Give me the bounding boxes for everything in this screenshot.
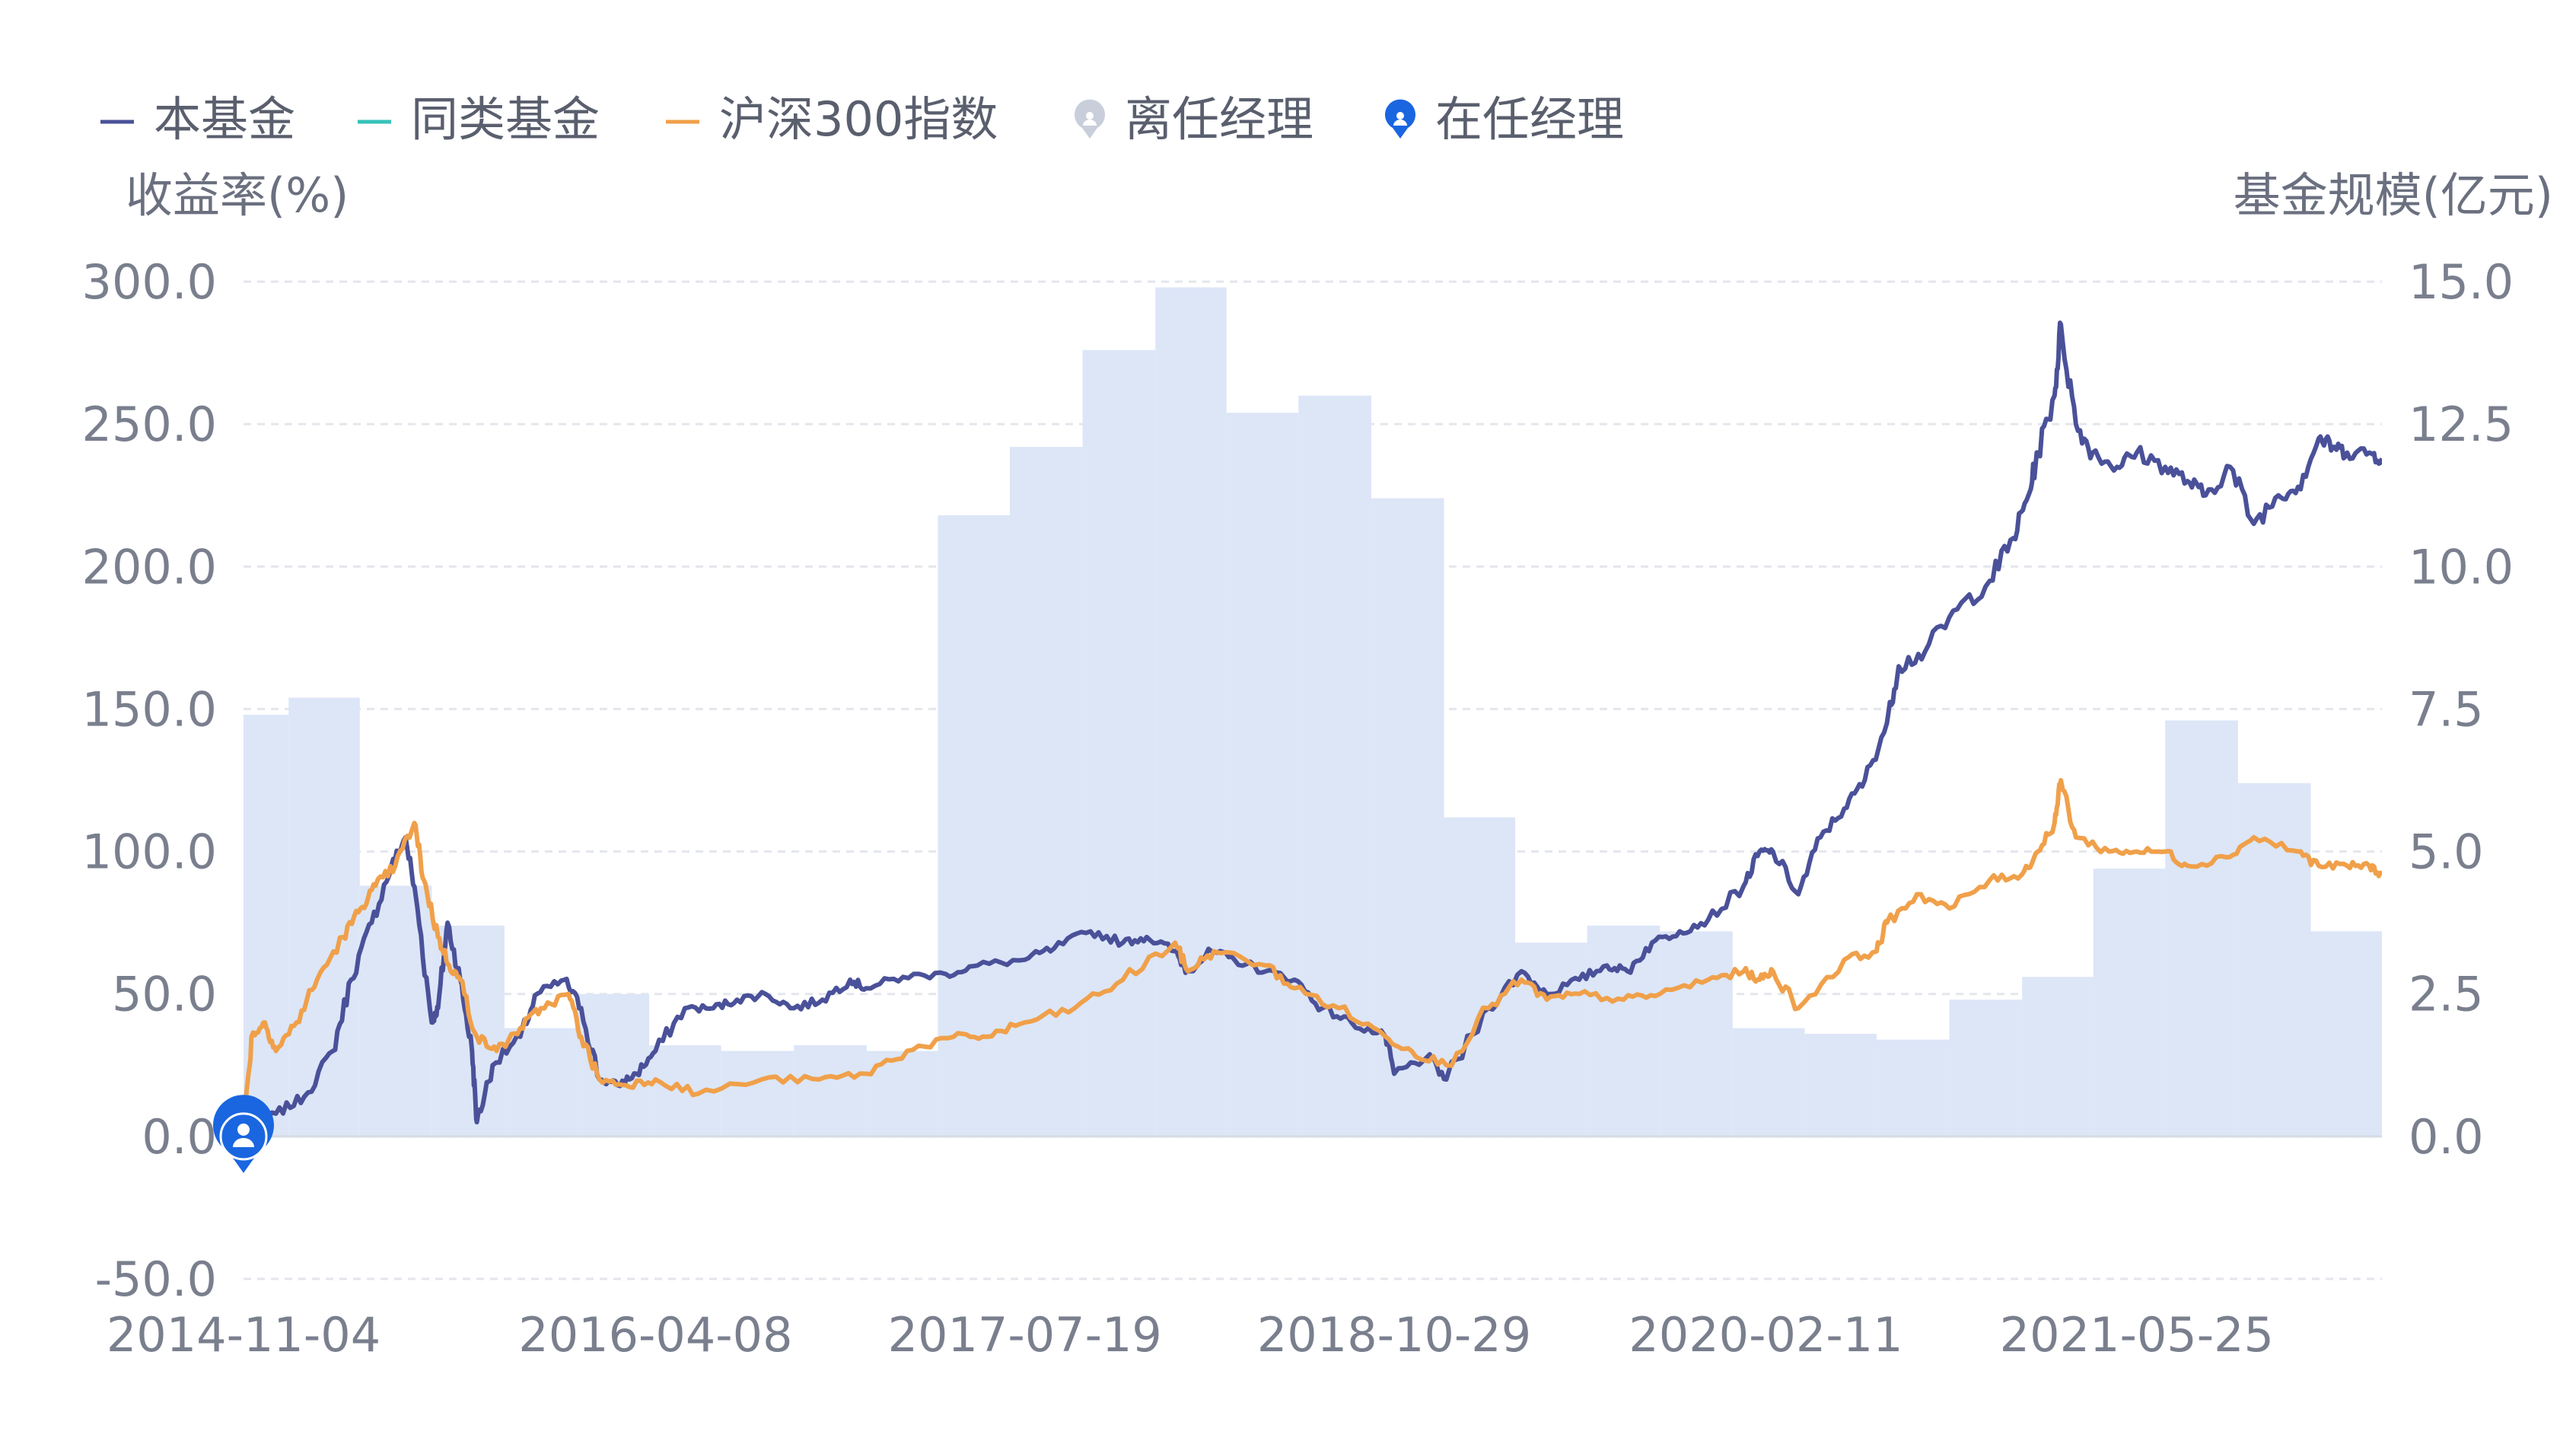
fund-size-bar <box>577 993 650 1137</box>
legend-item-peers[interactable]: 同类基金 <box>358 91 600 147</box>
fund-size-bar <box>1009 447 1083 1137</box>
x-tick-label: 2017-07-19 <box>888 1307 1162 1363</box>
current-manager-marker-icon[interactable] <box>213 1095 274 1173</box>
left-tick-label: 0.0 <box>142 1109 217 1165</box>
right-axis-ticks: 15.0 12.5 10.0 7.5 5.0 2.5 0.0 <box>2409 254 2514 1165</box>
x-axis-ticks: 2014-11-04 2016-04-08 2017-07-19 2018-10-29… <box>107 1307 2274 1363</box>
fund-size-bar <box>2093 869 2166 1137</box>
fund-size-bar <box>504 1028 578 1137</box>
fund-size-bar <box>794 1045 867 1137</box>
left-tick-label: 300.0 <box>82 254 218 310</box>
left-tick-label: 150.0 <box>82 681 218 737</box>
legend-item-csi300[interactable]: 沪深300指数 <box>666 91 998 147</box>
fund-size-bar <box>721 1051 794 1137</box>
left-tick-label: 100.0 <box>82 824 218 880</box>
fund-size-bar <box>2237 783 2311 1137</box>
csi300-return-line <box>244 778 2382 1137</box>
manager-markers <box>213 1095 274 1173</box>
right-axis-title: 基金规模(亿元) <box>2234 167 2553 223</box>
fund-size-bar <box>1876 1039 1950 1137</box>
right-tick-label: 0.0 <box>2409 1109 2484 1165</box>
legend-item-fund[interactable]: 本基金 <box>100 91 295 147</box>
left-tick-label: 250.0 <box>82 397 218 452</box>
legend-item-current-manager[interactable]: 在任经理 <box>1385 91 1624 147</box>
fund-size-bar <box>2022 977 2094 1137</box>
fund-return-line <box>244 320 2382 1139</box>
fund-size-bar <box>1226 413 1299 1137</box>
right-tick-label: 7.5 <box>2409 681 2484 737</box>
right-tick-label: 2.5 <box>2409 967 2484 1022</box>
fund-size-bar <box>1587 925 1661 1137</box>
fund-size-bar <box>288 697 360 1137</box>
legend-label-former-manager: 离任经理 <box>1125 91 1313 147</box>
fund-size-bar <box>1444 817 1516 1137</box>
fund-size-bar <box>1155 287 1227 1137</box>
x-tick-label: 2016-04-08 <box>518 1307 792 1363</box>
x-tick-label: 2020-02-11 <box>1629 1307 1903 1363</box>
x-tick-label: 2018-10-29 <box>1257 1307 1531 1363</box>
current-manager-pin-icon <box>1385 99 1415 139</box>
fund-size-area <box>244 287 2382 1137</box>
left-tick-label: 200.0 <box>82 539 218 595</box>
legend-label-csi300: 沪深300指数 <box>719 91 998 147</box>
fund-size-bar <box>1660 931 1733 1137</box>
fund-size-bar <box>1732 1028 1805 1137</box>
legend-item-former-manager[interactable]: 离任经理 <box>1075 91 1313 147</box>
series-lines <box>244 320 2382 1139</box>
legend: 本基金 同类基金 沪深300指数 离任经理 <box>100 91 1624 147</box>
fund-size-bar <box>1804 1034 1877 1137</box>
former-manager-pin-icon <box>1075 99 1105 139</box>
fund-size-bar <box>1949 1000 2023 1137</box>
fund-size-bar <box>2165 720 2238 1137</box>
left-tick-label: 50.0 <box>112 967 217 1022</box>
left-axis-ticks: 300.0 250.0 200.0 150.0 100.0 50.0 0.0 -50.0 <box>82 254 218 1307</box>
right-tick-label: 12.5 <box>2409 397 2514 452</box>
right-tick-label: 10.0 <box>2409 539 2514 595</box>
legend-label-current-manager: 在任经理 <box>1435 91 1624 147</box>
fund-size-bar <box>1371 498 1444 1137</box>
fund-size-bar <box>938 515 1010 1137</box>
left-tick-label: -50.0 <box>95 1251 217 1307</box>
x-tick-label: 2021-05-25 <box>2000 1307 2274 1363</box>
fund-size-bar <box>1298 395 1371 1137</box>
fund-size-bar <box>2310 931 2382 1137</box>
fund-size-bar <box>1082 349 1156 1137</box>
left-axis-title: 收益率(%) <box>126 167 349 223</box>
x-tick-label: 2014-11-04 <box>107 1307 381 1363</box>
legend-label-fund: 本基金 <box>154 91 295 147</box>
legend-label-peers: 同类基金 <box>411 91 600 147</box>
right-tick-label: 15.0 <box>2409 254 2514 310</box>
right-tick-label: 5.0 <box>2409 824 2484 880</box>
